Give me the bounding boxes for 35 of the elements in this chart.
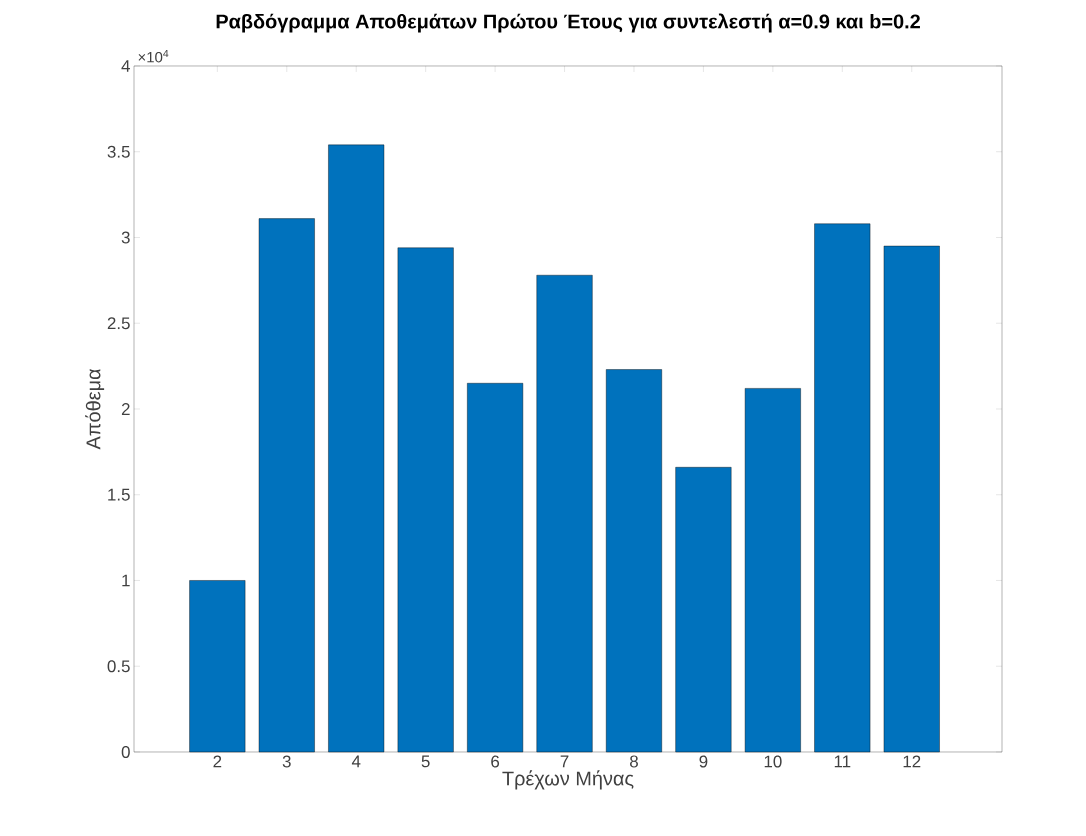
x-tick-label: 11 (834, 755, 851, 768)
chart-title: Ραβδόγραμμα Αποθεμάτων Πρώτου Έτους για συντελεστή α=0.9 και b=0.2 (216, 13, 920, 33)
bar (814, 223, 871, 753)
y-tick-label: 0.5 (107, 660, 130, 673)
bar (397, 247, 454, 753)
x-axis-title: Τρέχων Μήνας (502, 770, 634, 790)
x-tick-label: 12 (903, 755, 921, 768)
x-tick-label: 4 (351, 755, 361, 768)
y-tick-label: 2.5 (107, 317, 130, 330)
bar (536, 275, 593, 753)
x-tick-label: 9 (699, 755, 708, 768)
bar (258, 218, 315, 753)
bar (675, 467, 732, 753)
x-tick-label: 3 (282, 755, 291, 768)
x-tick-label: 10 (764, 755, 782, 768)
y-tick-label: 4 (121, 60, 130, 72)
x-tick-label: 7 (560, 755, 569, 768)
x-tick-label: 6 (491, 755, 500, 768)
y-axis-title: Απόθεμα (85, 369, 105, 450)
y-tick-label: 0 (121, 745, 130, 758)
bar (883, 245, 940, 753)
text: ×10$^{4}$ (138, 49, 169, 63)
bar (744, 388, 801, 753)
x-tick-label: 8 (630, 755, 638, 768)
bar (606, 369, 662, 753)
x-tick-label: 5 (421, 755, 430, 768)
y-tick-label: 3 (121, 231, 130, 244)
y-tick-label: 1.5 (108, 488, 130, 501)
y-tick-label: 1 (122, 574, 130, 587)
bar (328, 144, 385, 753)
y-tick-label: 3.5 (107, 145, 130, 158)
y-tick-label: 2 (121, 403, 130, 415)
bar (467, 383, 524, 753)
x-tick-label: 2 (213, 755, 222, 768)
bar (189, 580, 246, 753)
